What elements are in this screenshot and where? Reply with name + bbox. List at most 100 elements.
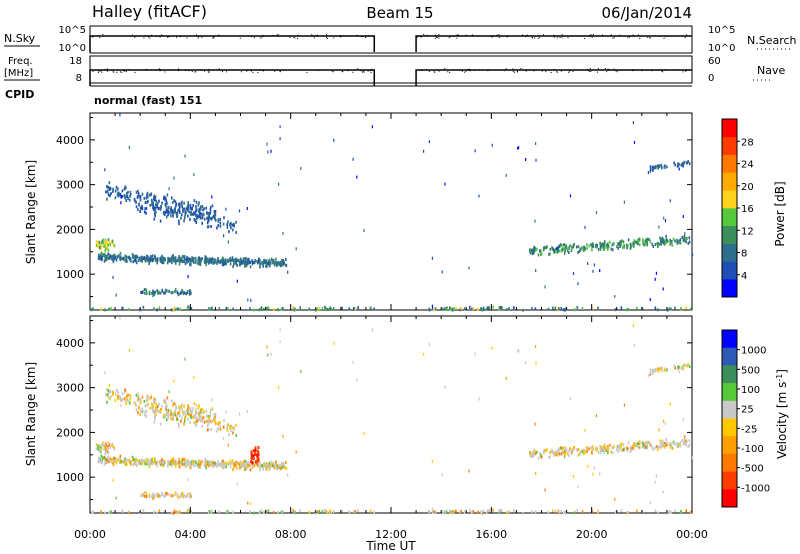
p2-dots-cell [281, 462, 283, 465]
p2-dots-cell [109, 457, 112, 461]
nsky-trace-dot [590, 34, 592, 36]
p1-dots-cell [641, 307, 644, 310]
p2-dots-cell [373, 510, 375, 514]
p2-dots-cell [657, 448, 659, 451]
p1-dots-cell [155, 199, 158, 203]
p2-dots-cell [278, 385, 280, 389]
p2-dots-cell [197, 465, 199, 469]
p1-dots-cell [571, 245, 573, 249]
nsky-trace-dot [143, 37, 145, 39]
p2-dots-cell [216, 429, 218, 433]
p1-dots-cell [214, 217, 216, 221]
p2-dots-cell [665, 443, 668, 447]
nsky-trace-dot [198, 36, 200, 38]
p1-dots-cell [142, 257, 144, 260]
p1-dots-cell [654, 243, 657, 247]
p1-dots-cell [218, 307, 221, 311]
p2-dots-cell [159, 409, 161, 413]
p2-dots-cell [183, 410, 185, 414]
p1-dots-cell [638, 243, 641, 247]
p2-dots-cell [529, 454, 532, 458]
p1-dots-cell [564, 252, 566, 256]
p1-dots-cell [249, 307, 251, 311]
p1-dots-cell [645, 239, 648, 243]
p2-dots-cell [648, 441, 651, 445]
p1-dots-cell [460, 306, 462, 310]
p1-dots-cell [173, 208, 176, 212]
p2-dots-cell [325, 509, 327, 513]
x-axis-label: Time UT [365, 539, 416, 553]
p2-dots-cell [280, 467, 282, 471]
p1-dots-cell [162, 261, 165, 265]
p2-dots-cell [620, 445, 622, 449]
p1-dots-cell [107, 238, 110, 242]
p1-dots-cell [259, 262, 261, 266]
p1-dots-cell [591, 245, 593, 249]
p1-dots-cell [498, 306, 501, 309]
p2-dots-cell [529, 452, 531, 456]
p1-dots-cell [279, 137, 281, 141]
freq-trace-dot [317, 70, 319, 72]
y-tick-label: 3000 [56, 382, 84, 395]
cbar1-swatch [722, 279, 737, 298]
p2-dots-cell [242, 463, 245, 467]
p2-dots-cell [233, 427, 235, 431]
p1-dots-cell [148, 193, 151, 197]
nsky-trace-dot [534, 37, 536, 39]
station-title: Halley (fitACF) [92, 2, 207, 21]
p2-dots-cell [117, 390, 119, 394]
p1-dots-cell [584, 225, 586, 229]
p2-dots-cell [191, 459, 193, 463]
freq-trace-dot [426, 69, 428, 71]
p1-dots-cell [325, 306, 327, 310]
p2-dots-cell [100, 460, 103, 464]
p1-dots-cell [154, 255, 156, 259]
p2-dots-cell [214, 415, 216, 419]
p2-dots-cell [110, 458, 113, 462]
p1-dots-cell [655, 271, 657, 275]
p2-dots-cell [186, 459, 189, 463]
p2-dots-cell [282, 462, 284, 466]
p1-dots-cell [654, 306, 657, 310]
nsky-trace-dot [253, 37, 255, 39]
x-tick-label: 16:00 [475, 528, 507, 541]
p2-dots-cell [558, 448, 561, 451]
p2-dots-cell [145, 457, 148, 461]
p2-dots-cell [95, 443, 98, 447]
p2-dots-cell [225, 410, 227, 414]
p2-dots-cell [152, 462, 154, 466]
cbar1-swatch [722, 208, 737, 227]
freq-trace-dot [246, 70, 248, 72]
p2-dots-cell [170, 410, 172, 414]
p2-dots-cell [644, 445, 646, 449]
p1-dots-cell [583, 249, 585, 253]
p1-dots-cell [196, 215, 199, 219]
p2-dots-cell [617, 449, 619, 453]
p1-dots-cell [518, 146, 520, 150]
freq-trace-dot [101, 71, 103, 73]
cbar2-swatch [722, 330, 737, 348]
cbar2-swatch [722, 471, 737, 490]
p1-dots-cell [272, 258, 275, 262]
p2-dots-cell [207, 428, 210, 432]
p1-dots-cell [265, 260, 267, 264]
freq-trace-dot [517, 70, 519, 72]
p2-dots-cell [601, 445, 604, 449]
p1-dots-cell [278, 182, 280, 186]
p1-dots-cell [198, 209, 200, 213]
p1-dots-cell [121, 189, 124, 193]
p1-dots-cell [139, 198, 142, 202]
p2-dots-cell [566, 452, 569, 456]
p2-dots-cell [662, 490, 664, 494]
p2-dots-cell [121, 397, 124, 401]
p1-dots-cell [657, 242, 659, 246]
p1-dots-cell [104, 257, 107, 261]
p1-dots-cell [149, 258, 152, 262]
p2-dots-cell [657, 511, 659, 515]
p2-dots-cell [201, 424, 203, 428]
p2-dots-cell [268, 463, 270, 467]
p2-dots-cell [599, 472, 601, 476]
p1-dots-cell [104, 254, 107, 258]
p2-dots-cell [285, 467, 288, 471]
p2-dots-cell [176, 494, 179, 497]
